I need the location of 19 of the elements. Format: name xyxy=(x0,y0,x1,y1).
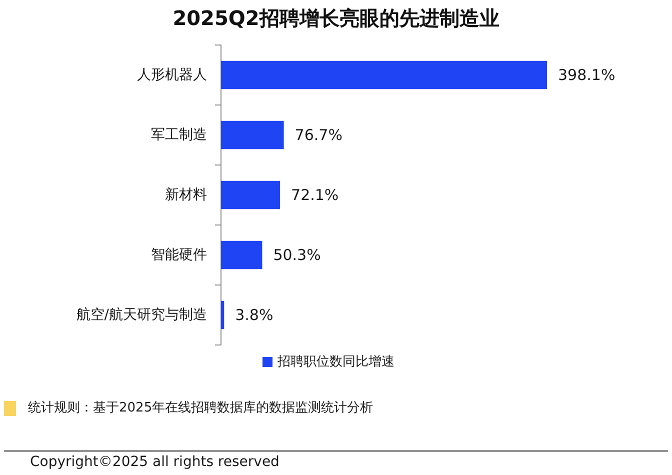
bar xyxy=(221,180,280,210)
bar xyxy=(221,300,224,330)
chart-title: 2025Q2招聘增长亮眼的先进制造业 xyxy=(172,6,500,30)
data-label: 72.1% xyxy=(291,186,339,204)
y-tick-label: 智能硬件 xyxy=(151,247,207,263)
y-tick-label: 人形机器人 xyxy=(137,67,207,83)
legend-label: 招聘职位数同比增速 xyxy=(276,354,394,370)
text: Copyright©2025 all rights reserved xyxy=(30,454,280,470)
y-tick-label: 航空/航天研究与制造 xyxy=(76,307,207,323)
data-label: 398.1% xyxy=(558,66,616,84)
data-label: 3.8% xyxy=(235,306,274,324)
data-label: 76.7% xyxy=(294,126,342,144)
data-label: 50.3% xyxy=(273,246,321,264)
y-tick-label: 新材料 xyxy=(165,187,207,203)
bar xyxy=(221,120,284,150)
text: 统计规则：基于2025年在线招聘数据库的数据监测统计分析 xyxy=(28,400,374,416)
bar xyxy=(221,240,262,270)
y-tick-label: 军工制造 xyxy=(151,127,207,143)
bar xyxy=(221,60,547,90)
